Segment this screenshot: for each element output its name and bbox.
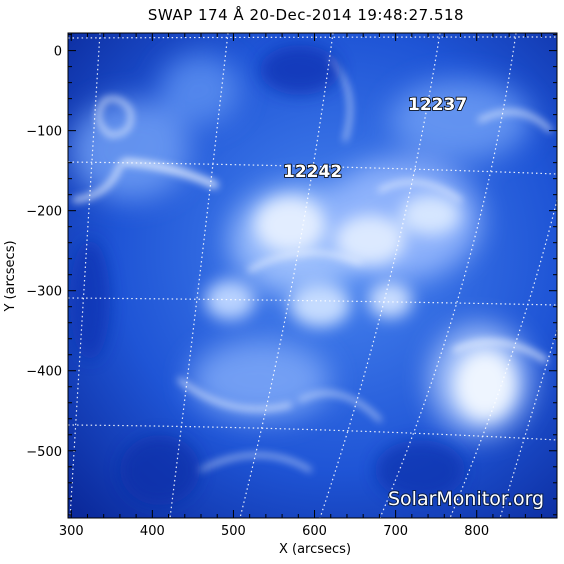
- active-region-label: 12237: [408, 95, 467, 115]
- x-tick-label: 600: [302, 524, 327, 539]
- plot-frame: [67, 32, 558, 519]
- x-tick-label: 700: [383, 524, 408, 539]
- x-tick-label: 800: [464, 524, 489, 539]
- watermark: SolarMonitor.org: [388, 488, 544, 510]
- x-axis-label: X (arcsecs): [279, 542, 351, 557]
- solar-image: [68, 33, 557, 518]
- active-region-label: 12242: [283, 162, 342, 182]
- x-tick-label: 400: [140, 524, 165, 539]
- heliographic-grid: [68, 33, 557, 518]
- y-axis-label: Y (arcsecs): [3, 240, 18, 312]
- x-tick-label: 300: [59, 524, 84, 539]
- y-tick-label: −500: [26, 445, 62, 460]
- y-tick-label: 0: [54, 45, 62, 60]
- x-tick-label: 500: [221, 524, 246, 539]
- x-axis: 300 400 500 600 700 800: [59, 33, 543, 539]
- y-axis: 0 −100 −200 −300 −400 −500: [26, 34, 557, 516]
- y-tick-label: −400: [26, 365, 62, 380]
- y-tick-label: −100: [26, 125, 62, 140]
- image-title: SWAP 174 Å 20-Dec-2014 19:48:27.518: [148, 5, 464, 24]
- y-tick-label: −200: [26, 205, 62, 220]
- y-tick-label: −300: [26, 285, 62, 300]
